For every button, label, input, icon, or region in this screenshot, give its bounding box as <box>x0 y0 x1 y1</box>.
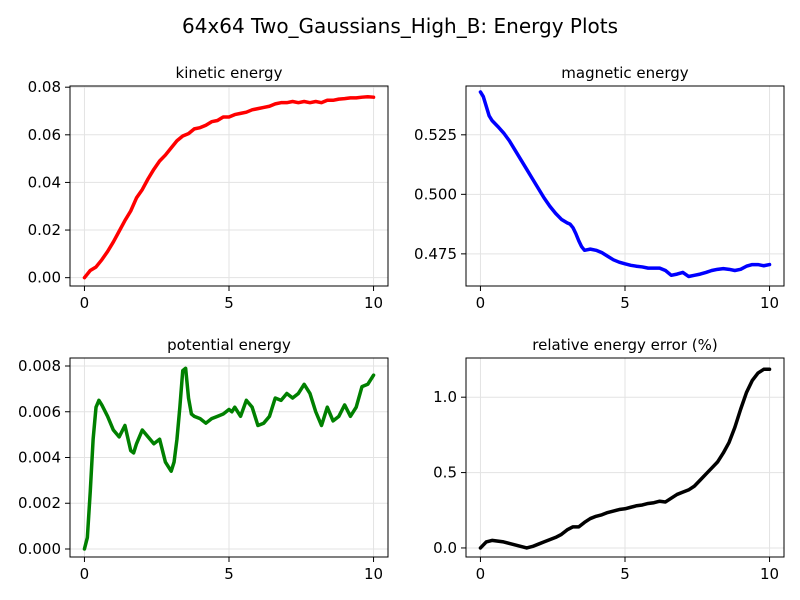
y-tick-label: 0.08 <box>28 78 61 96</box>
y-tick-label: 0.500 <box>414 185 457 203</box>
y-tick-label: 0.000 <box>18 540 61 558</box>
y-tick-label: 0.525 <box>414 126 457 144</box>
series-line <box>82 366 376 551</box>
x-tick-label: 10 <box>364 565 383 583</box>
x-tick-label: 5 <box>620 565 630 583</box>
figure-title: 64x64 Two_Gaussians_High_B: Energy Plots <box>181 14 619 38</box>
series-line <box>82 94 376 280</box>
x-tick-label: 5 <box>224 294 234 312</box>
y-tick-label: 0.5 <box>433 464 457 482</box>
y-tick-label: 0.0 <box>433 539 457 557</box>
x-tick-label: 10 <box>760 565 779 583</box>
y-tick-label: 0.475 <box>414 245 457 263</box>
x-tick-label: 0 <box>80 565 90 583</box>
y-tick-label: 0.008 <box>18 357 61 375</box>
y-tick-label: 0.004 <box>18 449 61 467</box>
panel-title: kinetic energy <box>176 64 283 82</box>
y-tick-label: 0.04 <box>28 173 61 191</box>
y-tick-label: 0.06 <box>28 126 61 144</box>
kinetic-energy-plot: kinetic energy 0 5 10 0.00 0.02 0.04 0.06 0.08 <box>28 64 389 312</box>
magnetic-energy-plot: magnetic energy 0 5 10 0.475 0.500 0.525 <box>414 64 785 312</box>
y-tick-label: 0.002 <box>18 494 61 512</box>
y-tick-label: 1.0 <box>433 388 457 406</box>
potential-energy-plot: potential energy 0 5 10 0.000 0.002 0.004 0.006… <box>18 336 389 583</box>
series-line <box>478 90 772 279</box>
panel-title: potential energy <box>167 336 291 354</box>
relative-energy-error-plot: relative energy error (%) 0 5 10 0.0 0.5 1.0 <box>433 336 785 583</box>
x-tick-label: 0 <box>80 294 90 312</box>
x-tick-label: 10 <box>760 294 779 312</box>
x-tick-label: 10 <box>364 294 383 312</box>
panel-title: relative energy error (%) <box>532 336 717 354</box>
x-tick-label: 0 <box>476 294 486 312</box>
y-tick-label: 0.006 <box>18 403 61 421</box>
panel-title: magnetic energy <box>561 64 689 82</box>
y-tick-label: 0.02 <box>28 221 61 239</box>
x-tick-label: 5 <box>224 565 234 583</box>
x-tick-label: 5 <box>620 294 630 312</box>
x-tick-label: 0 <box>476 565 486 583</box>
y-tick-label: 0.00 <box>28 269 61 287</box>
series-line <box>478 367 772 550</box>
